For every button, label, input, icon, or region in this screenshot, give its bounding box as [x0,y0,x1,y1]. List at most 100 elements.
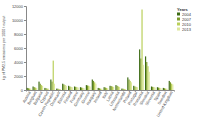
y-tick-mark [24,90,26,91]
bar [40,84,41,90]
bar [86,85,87,90]
bar [160,88,161,90]
bar [51,82,52,90]
bar-series [28,59,171,91]
y-tick-label: 2000 [14,74,24,79]
bar [82,88,83,90]
chart-svg: 020004000600080001000012000AustriaBelgiu… [0,0,200,123]
bar [113,87,114,90]
bar [128,80,129,91]
bar [137,87,138,90]
bar [33,87,34,91]
bar [146,62,147,90]
bars [27,10,174,91]
legend-swatch [177,28,180,31]
bar [44,88,45,90]
bar [140,59,141,91]
y-tick: 12000 [12,4,26,9]
legend-swatch [177,23,180,26]
bar [127,77,128,90]
bar [27,88,28,90]
bar [69,87,70,91]
bar [141,10,142,91]
y-tick: 2000 [14,74,26,79]
y-tick-mark [24,62,26,63]
bar [105,88,106,90]
bar [154,88,155,90]
bar [42,86,43,90]
chart-container: 020004000600080001000012000AustriaBelgiu… [0,0,200,123]
bar [57,89,58,90]
bar [100,89,101,90]
bar [143,65,144,90]
bar [29,88,30,90]
bar [87,85,88,90]
bar [74,87,75,91]
bar [164,88,165,90]
bar [131,82,132,90]
bar [115,85,116,90]
y-tick: 8000 [14,32,26,37]
bar [125,89,126,90]
bar [41,85,42,90]
bar [124,89,125,90]
legend-swatch [177,13,180,16]
bar [107,88,108,90]
bar [157,87,158,90]
bar [145,56,146,90]
y-tick-label: 0 [21,88,24,93]
bar [30,89,31,90]
bar [54,84,55,90]
bar [60,89,61,90]
y-tick-mark [24,34,26,35]
x-axis: AustriaBelgiumBulgariaCyprusCzech Republ… [21,90,174,118]
bar [92,80,93,91]
bar-series [30,65,173,90]
bar [169,81,170,90]
y-tick: 0 [21,88,26,93]
bar [38,82,39,90]
bar [68,86,69,90]
bar [163,88,164,90]
bar [134,87,135,91]
bar [94,82,95,90]
bar [122,89,123,90]
bar [147,66,148,90]
bar [59,89,60,90]
bar [48,89,49,90]
bar [170,82,171,90]
bar [133,86,134,90]
bar [139,49,140,90]
bar [95,84,96,90]
bar [109,86,110,90]
y-axis-title: kg of PM2.5 emissions per 1000 t output [2,16,6,80]
legend-item: 2013 [177,27,192,32]
bar [159,88,160,90]
bar [88,86,89,90]
bar [106,88,107,90]
bar [119,87,120,90]
bar [166,89,167,90]
y-tick-label: 4000 [14,60,24,65]
bar [171,84,172,90]
bar [34,87,35,90]
bar [70,87,71,90]
bar [53,61,54,90]
y-axis-line [24,7,27,91]
bar [158,88,159,90]
bar [64,85,65,90]
bar [111,86,112,90]
bar [118,87,119,91]
bar [66,86,67,90]
bar [72,87,73,90]
x-tick: United Kingdom [155,90,174,118]
bar [47,89,48,90]
y-tick-label: 6000 [14,46,24,51]
y-axis: 020004000600080001000012000 [12,4,27,93]
bar [50,80,51,91]
y-tick-mark [24,48,26,49]
bar [83,88,84,90]
bar [136,87,137,90]
x-tick-label: United Kingdom [155,90,174,118]
bar [80,87,81,90]
